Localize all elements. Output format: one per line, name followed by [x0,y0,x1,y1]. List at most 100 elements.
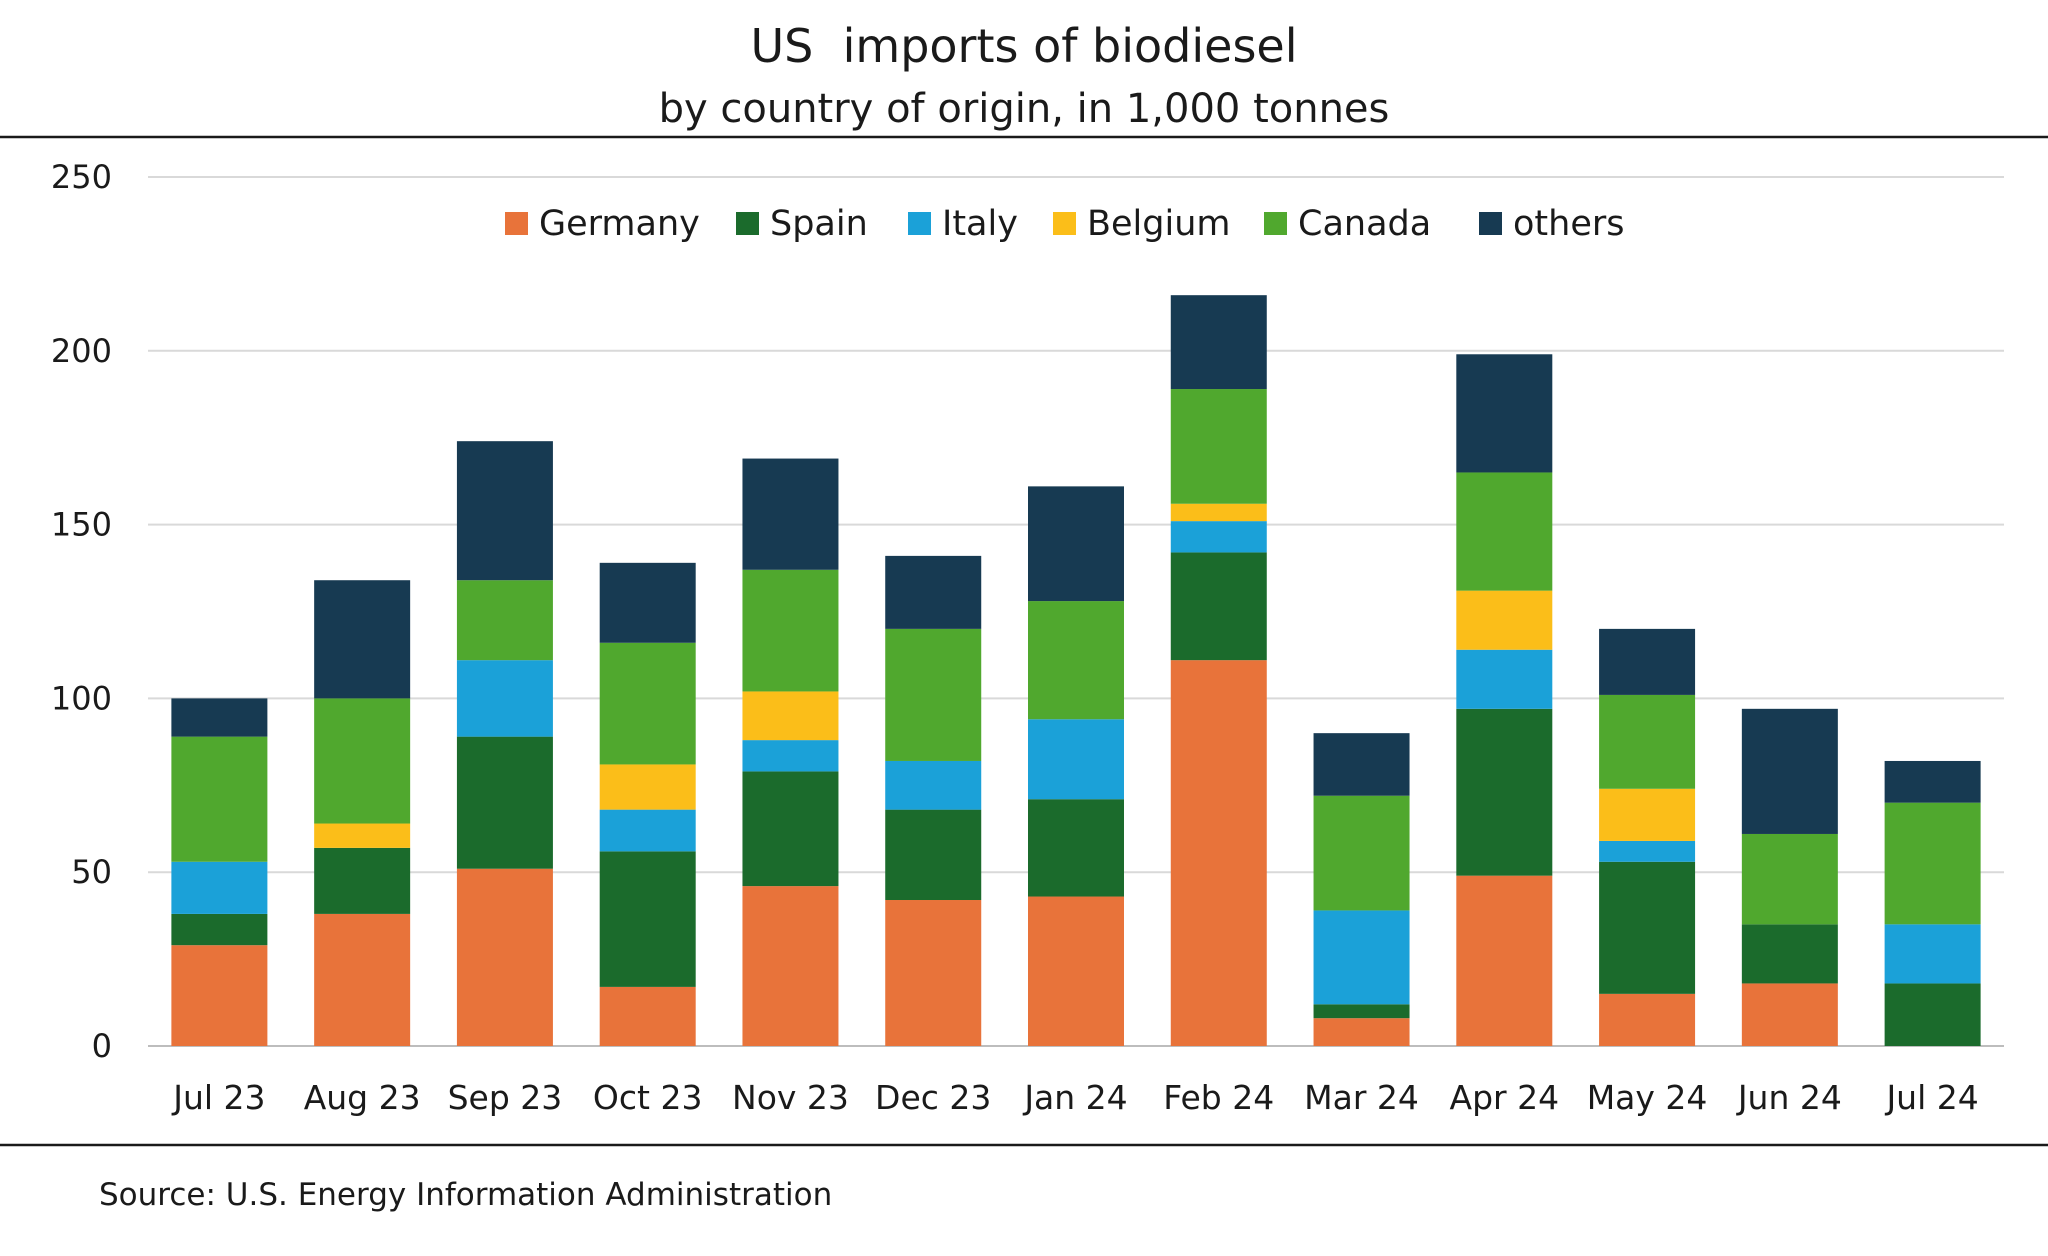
x-tick-label: Feb 24 [1163,1078,1274,1117]
bar-stack [171,698,268,1046]
x-axis: Jul 23 Aug 23 Sep 23 Oct 23 Nov 23 Dec 23 Jan … [171,1078,1979,1117]
bar-segment-italy [1170,521,1267,553]
legend-label-others: others [1513,204,1624,244]
y-tick-label: 100 [51,679,112,717]
bar-stack [1170,295,1267,1046]
bar-segment-belgium [314,823,411,848]
legend-swatch-canada [1264,212,1287,235]
x-tick-label: Oct 23 [593,1078,703,1117]
bar-segment-germany [1456,875,1553,1046]
legend-label-belgium: Belgium [1087,204,1231,244]
bar-segment-spain [1028,799,1124,897]
bar-segment-canada [1456,472,1553,591]
y-tick-label: 250 [51,158,112,196]
bar-segment-germany [171,945,268,1046]
bar-segment-germany [742,886,839,1046]
bar-segment-germany [1170,660,1267,1046]
bar-stack [1028,486,1124,1046]
legend-swatch-germany [505,212,528,235]
bar-segment-germany [1741,983,1838,1046]
bar-segment-canada [171,736,268,862]
bar-segment-belgium [1170,503,1267,522]
legend-label-germany: Germany [539,204,700,244]
legend: Germany Spain Italy Belgium Canada others [505,204,1624,244]
bar-stack [1741,708,1838,1046]
x-tick-label: Aug 23 [304,1078,421,1117]
bar-segment-belgium [742,691,839,741]
bar-stack [885,555,982,1046]
bar-segment-germany [885,900,982,1046]
bar-segment-spain [1456,708,1553,876]
x-tick-label: Jun 24 [1736,1078,1842,1117]
bar-segment-germany [1313,1018,1410,1046]
x-tick-label: Jul 24 [1884,1078,1978,1117]
bar-stack [599,562,696,1046]
bar-segment-germany [314,913,411,1046]
bar-segment-others [885,555,982,629]
legend-swatch-belgium [1053,212,1076,235]
bar-segment-others [1313,733,1410,796]
legend-swatch-others [1479,212,1502,235]
bar-segment-spain [456,736,553,869]
bar-segment-others [1884,760,1981,803]
x-tick-label: Apr 24 [1450,1078,1560,1117]
bar-segment-spain [599,851,696,987]
legend-swatch-italy [908,212,931,235]
x-tick-label: Jul 23 [171,1078,265,1117]
bar-segment-italy [1884,924,1981,984]
y-axis: 0 50 100 150 200 250 [51,158,112,1065]
bar-segment-others [1456,354,1553,473]
bar-segment-spain [171,913,268,946]
bar-segment-italy [456,660,553,737]
bar-stack [742,458,839,1046]
bar-segment-others [599,562,696,643]
bar-segment-germany [1599,993,1696,1046]
bar-segment-canada [456,580,553,661]
bar-segment-italy [742,740,839,772]
bar-segment-italy [885,760,982,810]
bar-segment-canada [314,698,411,824]
bar-segment-canada [742,569,839,692]
bar-segment-others [456,441,553,581]
bars [171,295,1981,1046]
bar-segment-canada [1313,795,1410,911]
bar-segment-italy [1313,910,1410,1005]
bar-segment-italy [171,861,268,914]
bar-stack [1456,354,1553,1046]
bar-stack [314,580,411,1046]
bar-segment-germany [1028,896,1124,1046]
bar-segment-belgium [1599,788,1696,841]
bar-segment-others [171,698,268,737]
legend-label-canada: Canada [1298,204,1431,244]
bar-segment-others [1028,486,1124,602]
bar-segment-italy [1456,649,1553,709]
source-note: Source: U.S. Energy Information Administ… [99,1177,832,1213]
x-tick-label: May 24 [1587,1078,1708,1117]
x-tick-label: Dec 23 [875,1078,991,1117]
bar-segment-canada [885,628,982,761]
y-tick-label: 200 [51,332,112,370]
bar-segment-canada [1741,833,1838,925]
bar-stack [1599,628,1696,1046]
bar-segment-spain [1599,861,1696,994]
bar-segment-others [1741,708,1838,834]
bar-segment-spain [1884,983,1981,1046]
bar-segment-belgium [599,764,696,810]
y-tick-label: 0 [92,1027,112,1065]
bar-segment-spain [742,771,839,887]
bar-segment-belgium [1456,590,1553,650]
bar-stack [1313,733,1410,1046]
bar-segment-spain [885,809,982,901]
bar-segment-italy [1599,840,1696,862]
x-tick-label: Sep 23 [448,1078,563,1117]
bar-segment-canada [1170,389,1267,504]
bar-segment-italy [599,809,696,852]
bar-stack [1884,760,1981,1046]
legend-label-italy: Italy [942,204,1018,244]
bar-segment-others [1170,295,1267,390]
bar-segment-spain [1741,924,1838,984]
bar-segment-spain [1170,552,1267,661]
bar-segment-spain [1313,1004,1410,1019]
bar-segment-others [314,580,411,699]
bar-segment-germany [599,986,696,1046]
